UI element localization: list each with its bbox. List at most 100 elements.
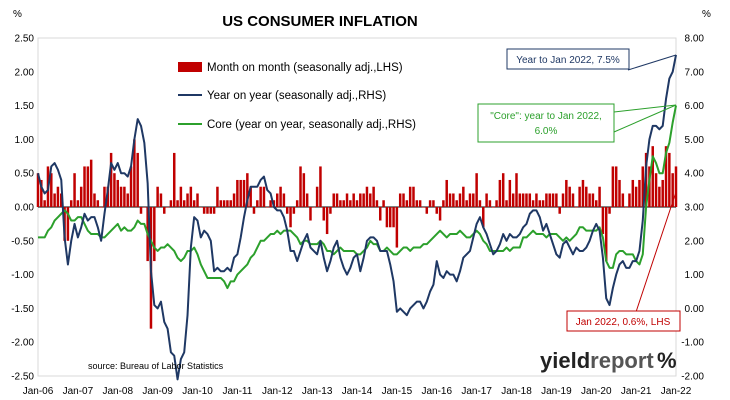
- mom-bar-51: [206, 207, 209, 214]
- legend: Month on month (seasonally adj.,LHS) Yea…: [178, 62, 416, 131]
- mom-bar-82: [309, 207, 312, 221]
- mom-bar-158: [561, 193, 565, 207]
- mom-bar-98: [362, 193, 365, 207]
- mom-bar-111: [405, 200, 409, 207]
- mom-bar-89: [332, 193, 335, 207]
- mom-bar-188: [661, 179, 664, 207]
- callout-mom: Jan 2022, 0.6%, LHS: [566, 191, 681, 332]
- x-tick-9: Jan-15: [382, 386, 413, 397]
- mom-bar-11: [73, 173, 76, 207]
- mom-bar-161: [571, 193, 575, 207]
- mom-bar-49: [199, 207, 203, 208]
- mom-bar-64: [249, 186, 252, 207]
- mom-bar-163: [578, 186, 581, 207]
- mom-bar-174: [614, 166, 618, 207]
- left-tick-9: -2.00: [11, 338, 34, 349]
- mom-bar-152: [541, 200, 545, 207]
- mom-bar-112: [408, 186, 412, 207]
- mom-bar-60: [236, 179, 239, 207]
- mom-bar-44: [182, 200, 186, 207]
- mom-bar-167: [591, 193, 595, 207]
- mom-bar-40: [169, 200, 173, 207]
- mom-bar-23: [113, 173, 116, 207]
- right-tick-6: 2.00: [685, 236, 705, 247]
- mom-bar-46: [189, 186, 193, 207]
- mom-bar-42: [176, 200, 179, 207]
- mom-bar-187: [658, 186, 661, 207]
- mom-bar-166: [588, 193, 591, 207]
- mom-bar-73: [279, 186, 282, 207]
- mom-bar-145: [518, 193, 522, 207]
- x-tick-7: Jan-13: [302, 386, 333, 397]
- mom-bar-92: [342, 200, 345, 207]
- mom-bar-63: [246, 173, 249, 207]
- mom-bar-138: [495, 200, 498, 207]
- mom-bar-94: [349, 200, 352, 207]
- mom-bar-190: [668, 152, 671, 207]
- mom-bar-4: [50, 173, 53, 207]
- mom-bar-181: [638, 179, 641, 207]
- callout-core-text-line2: 6.0%: [535, 126, 558, 137]
- mom-bar-180: [634, 186, 638, 207]
- mom-bar-109: [398, 193, 402, 207]
- mom-bar-155: [551, 193, 555, 207]
- mom-bar-162: [575, 207, 578, 208]
- mom-bar-178: [628, 193, 631, 207]
- mom-bar-150: [535, 193, 538, 207]
- callout-yoy-leader: [627, 54, 677, 71]
- mom-bar-118: [428, 200, 432, 207]
- mom-bar-57: [226, 200, 229, 207]
- mom-bar-95: [352, 193, 355, 207]
- mom-bar-58: [229, 200, 232, 207]
- mom-bar-154: [548, 193, 551, 207]
- mom-bar-15: [86, 166, 90, 207]
- legend-label-core: Core (year on year, seasonally adj.,RHS): [207, 119, 416, 131]
- mom-bar-157: [558, 207, 561, 214]
- source-note: source: Bureau of Labor Statistics: [88, 361, 224, 371]
- right-tick-0: 8.00: [685, 34, 705, 45]
- mom-bar-153: [545, 193, 548, 207]
- mom-bar-69: [266, 207, 269, 208]
- mom-bar-137: [491, 207, 495, 208]
- left-tick-4: 0.50: [15, 169, 35, 180]
- mom-bar-35: [153, 207, 156, 262]
- mom-bar-32: [143, 207, 146, 208]
- legend-label-mom: Month on month (seasonally adj.,LHS): [207, 62, 403, 74]
- mom-bar-119: [432, 200, 435, 207]
- mom-bar-96: [355, 200, 359, 207]
- callout-mom-text: Jan 2022, 0.6%, LHS: [576, 317, 671, 328]
- mom-bar-59: [232, 193, 236, 207]
- x-axis-ticks: Jan-06 Jan-07 Jan-08 Jan-09 Jan-10 Jan-11 Jan-…: [23, 386, 692, 397]
- callout-core-text-line1: "Core": year to Jan 2022,: [490, 111, 602, 122]
- mom-bar-62: [242, 179, 246, 207]
- mom-bar-85: [319, 166, 322, 207]
- mom-bar-18: [96, 200, 100, 207]
- mom-bar-132: [475, 173, 478, 207]
- mom-bar-123: [445, 179, 448, 207]
- mom-bar-133: [478, 200, 482, 207]
- callout-yoy-box: [506, 48, 630, 70]
- right-axis-unit: %: [702, 9, 711, 20]
- left-tick-5: 0.00: [15, 203, 35, 214]
- mom-bar-189: [664, 146, 668, 207]
- x-tick-3: Jan-09: [142, 386, 173, 397]
- x-tick-14: Jan-20: [581, 386, 612, 397]
- mom-bar-43: [179, 186, 183, 207]
- mom-bar-13: [79, 186, 83, 207]
- right-tick-7: 1.00: [685, 270, 705, 281]
- mom-bar-142: [508, 179, 512, 207]
- mom-bar-5: [53, 193, 56, 207]
- mom-bar-127: [458, 193, 462, 207]
- mom-bar-135: [485, 193, 488, 207]
- mom-bar-29: [133, 139, 136, 207]
- left-tick-10: -2.50: [11, 372, 34, 383]
- mom-bar-140: [501, 173, 505, 207]
- x-tick-13: Jan-19: [541, 386, 572, 397]
- yieldreport-logo: yieldreport %: [540, 348, 677, 373]
- left-tick-2: 1.50: [15, 101, 35, 112]
- callout-yoy: Year to Jan 2022, 7.5%: [506, 48, 677, 71]
- mom-bar-115: [418, 200, 422, 207]
- mom-bar-25: [119, 186, 123, 207]
- mom-bar-141: [505, 200, 508, 207]
- left-tick-3: 1.00: [15, 135, 35, 146]
